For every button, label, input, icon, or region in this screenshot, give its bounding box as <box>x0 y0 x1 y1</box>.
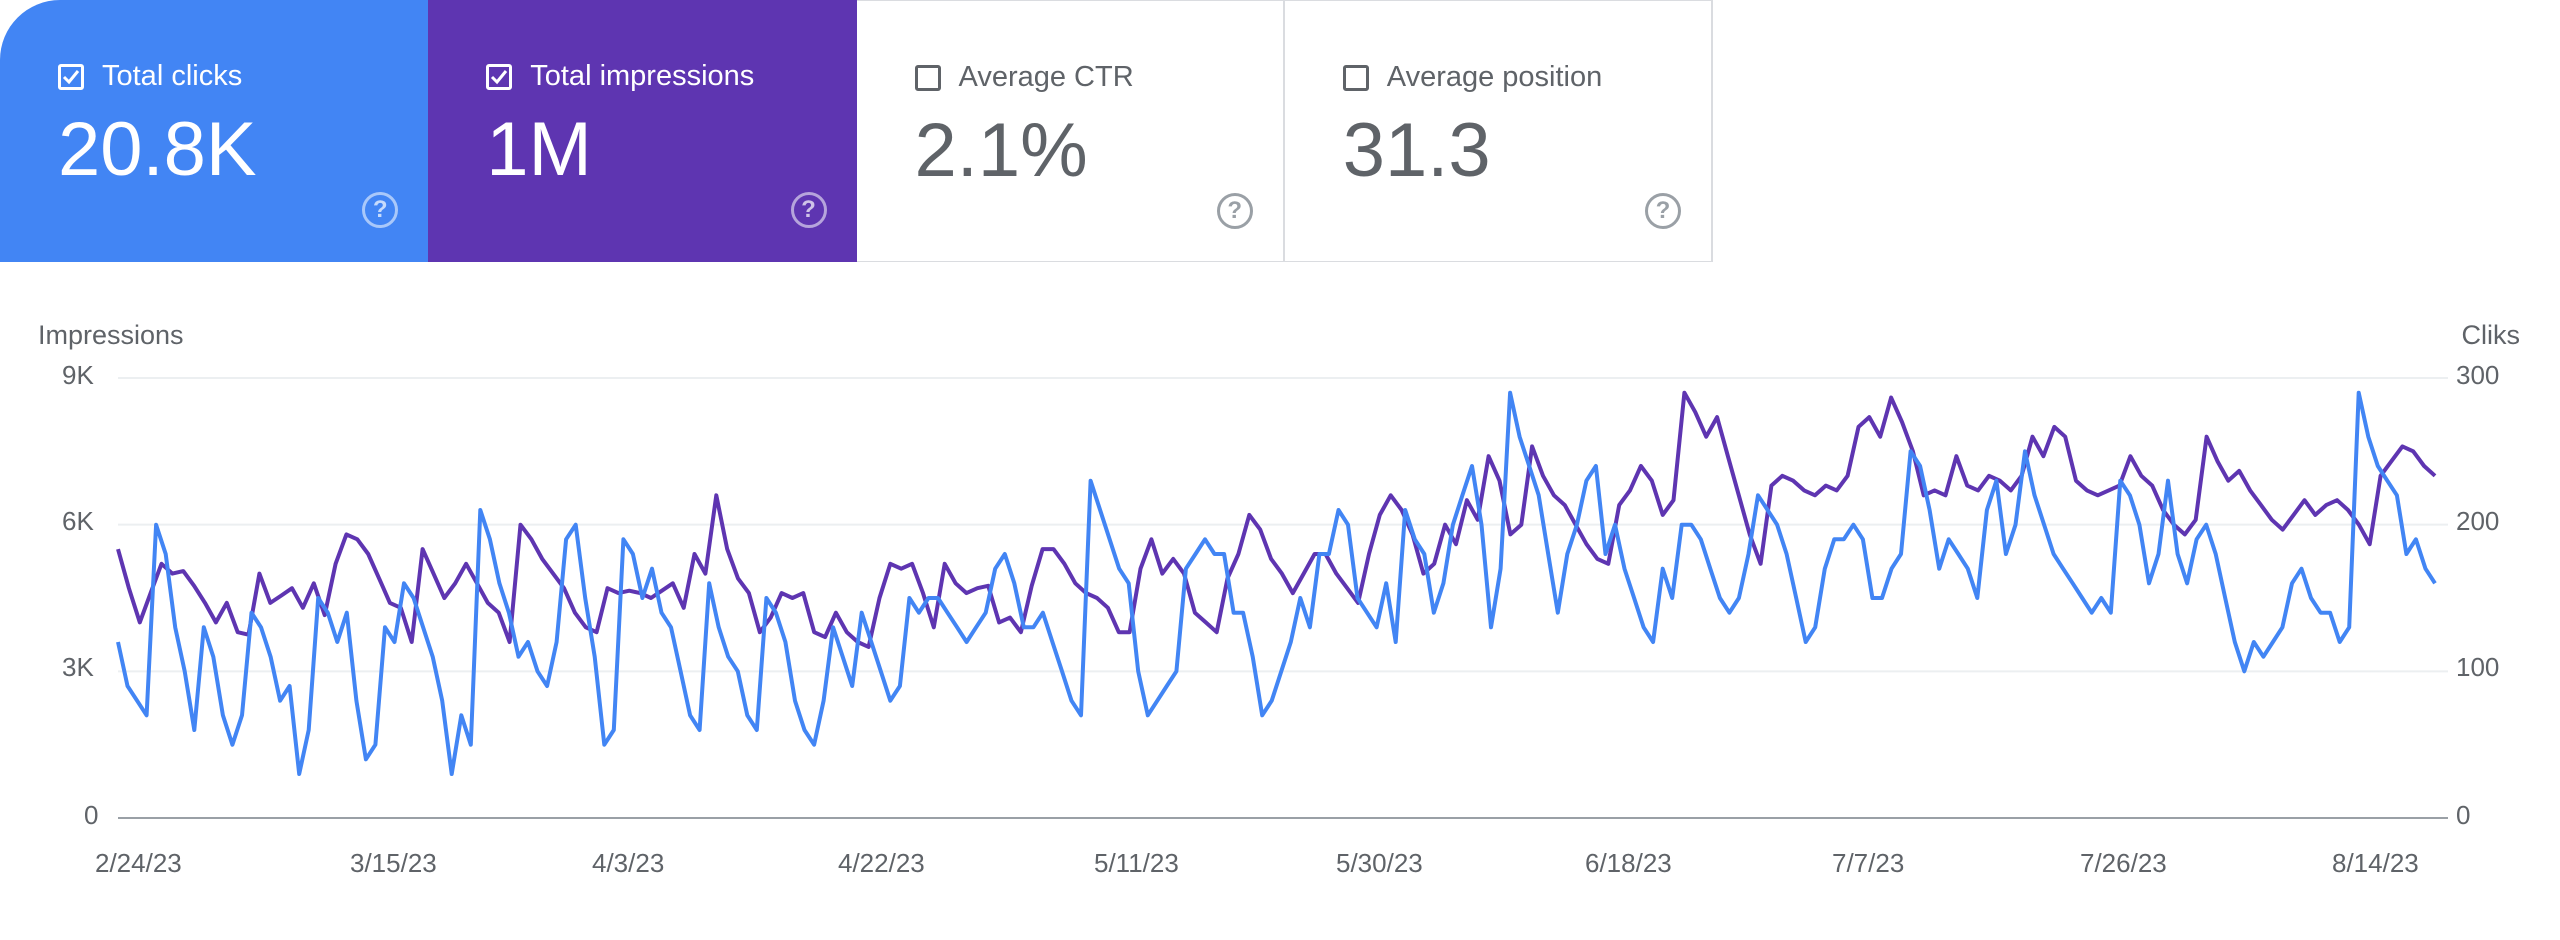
y-tick-left: 9K <box>62 360 94 390</box>
metric-label: Total impressions <box>530 60 755 92</box>
metric-value: 20.8K <box>58 107 257 192</box>
help-icon[interactable]: ? <box>1216 193 1253 229</box>
metric-cards: Total clicks 20.8K ? Total impressions 1… <box>0 0 1713 262</box>
y-tick-right: 200 <box>2456 506 2500 536</box>
metric-value: 31.3 <box>1342 108 1491 193</box>
left-axis-title: Impressions <box>38 320 184 350</box>
y-tick-left: 0 <box>84 800 99 830</box>
x-tick: 7/26/23 <box>2080 848 2167 878</box>
average-position-card[interactable]: Average position 31.3 ? <box>1284 0 1713 262</box>
total-clicks-header: Total clicks <box>58 60 242 93</box>
x-tick: 3/15/23 <box>350 848 437 878</box>
average-ctr-header: Average CTR <box>914 61 1134 94</box>
metric-label: Average CTR <box>958 61 1134 93</box>
total-clicks-card[interactable]: Total clicks 20.8K ? <box>0 0 429 262</box>
total-impressions-header: Total impressions <box>486 60 754 93</box>
x-tick: 7/7/23 <box>1832 848 1905 878</box>
x-tick: 2/24/23 <box>95 848 182 878</box>
metric-value: 2.1% <box>914 108 1088 193</box>
x-tick: 4/22/23 <box>838 848 925 878</box>
metric-label: Total clicks <box>102 60 243 92</box>
help-icon[interactable]: ? <box>1645 193 1681 229</box>
x-tick: 8/14/23 <box>2332 848 2419 878</box>
clicks-series-line[interactable] <box>116 390 2437 776</box>
y-tick-left: 6K <box>62 506 94 536</box>
help-icon[interactable]: ? <box>790 192 827 228</box>
checkbox-unchecked-icon[interactable] <box>914 64 941 91</box>
x-tick: 5/30/23 <box>1336 848 1423 878</box>
x-tick: 6/18/23 <box>1585 848 1672 878</box>
checkbox-unchecked-icon[interactable] <box>1342 64 1369 91</box>
average-ctr-card[interactable]: Average CTR 2.1% ? <box>856 0 1285 262</box>
y-tick-right: 300 <box>2456 360 2500 390</box>
right-axis-title: Cliks <box>2461 320 2521 350</box>
average-position-header: Average position <box>1342 61 1603 94</box>
help-icon[interactable]: ? <box>362 192 399 228</box>
checkbox-checked-icon[interactable] <box>486 63 513 90</box>
x-tick: 5/11/23 <box>1094 848 1179 878</box>
y-tick-right: 0 <box>2456 800 2471 830</box>
y-tick-right: 100 <box>2456 652 2500 682</box>
y-tick-left: 3K <box>62 652 94 682</box>
x-tick: 4/3/23 <box>592 848 665 878</box>
checkbox-checked-icon[interactable] <box>58 63 84 90</box>
total-impressions-card[interactable]: Total impressions 1M ? <box>428 0 857 262</box>
metric-label: Average position <box>1386 61 1603 93</box>
metric-value: 1M <box>486 107 592 192</box>
impressions-series-line[interactable] <box>116 390 2437 649</box>
